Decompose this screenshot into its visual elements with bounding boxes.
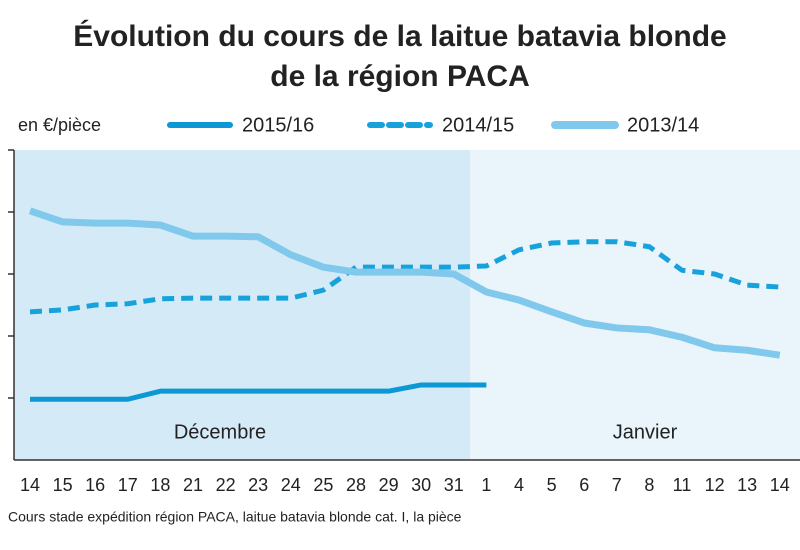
x-tick-label: 8 (644, 475, 654, 495)
x-tick-label: 7 (612, 475, 622, 495)
x-tick-label: 28 (346, 475, 366, 495)
x-tick-label: 5 (547, 475, 557, 495)
december-band (14, 150, 470, 460)
x-tick-label: 12 (705, 475, 725, 495)
x-tick-label: 18 (150, 475, 170, 495)
x-tick-label: 29 (379, 475, 399, 495)
x-tick-label: 16 (85, 475, 105, 495)
legend-label: 2013/14 (627, 114, 699, 136)
x-tick-label: 24 (281, 475, 301, 495)
x-tick-label: 14 (20, 475, 40, 495)
legend-label: 2014/15 (442, 114, 514, 136)
x-tick-label: 30 (411, 475, 431, 495)
x-tick-label: 23 (248, 475, 268, 495)
x-tick-label: 6 (579, 475, 589, 495)
x-tick-label: 14 (770, 475, 790, 495)
x-tick-label: 15 (53, 475, 73, 495)
legend-label: 2015/16 (242, 114, 314, 136)
x-tick-label: 25 (313, 475, 333, 495)
chart-title: de la région PACA (270, 60, 529, 93)
x-tick-label: 31 (444, 475, 464, 495)
x-tick-label: 22 (216, 475, 236, 495)
footnote: Cours stade expédition région PACA, lait… (8, 509, 462, 525)
x-tick-label: 1 (481, 475, 491, 495)
month-label: Janvier (613, 421, 678, 443)
x-tick-label: 21 (183, 475, 203, 495)
x-tick-label: 17 (118, 475, 138, 495)
series-line (30, 382, 487, 402)
series-line (28, 207, 781, 359)
x-tick-label: 11 (673, 475, 692, 495)
series-line (29, 239, 780, 315)
month-label: Décembre (174, 421, 266, 443)
x-tick-label: 13 (737, 475, 757, 495)
chart-title: Évolution du cours de la laitue batavia … (73, 19, 726, 53)
x-tick-label: 4 (514, 475, 524, 495)
y-label: en €/pièce (18, 115, 101, 135)
axis-ticks (8, 149, 14, 399)
january-band (470, 150, 800, 460)
